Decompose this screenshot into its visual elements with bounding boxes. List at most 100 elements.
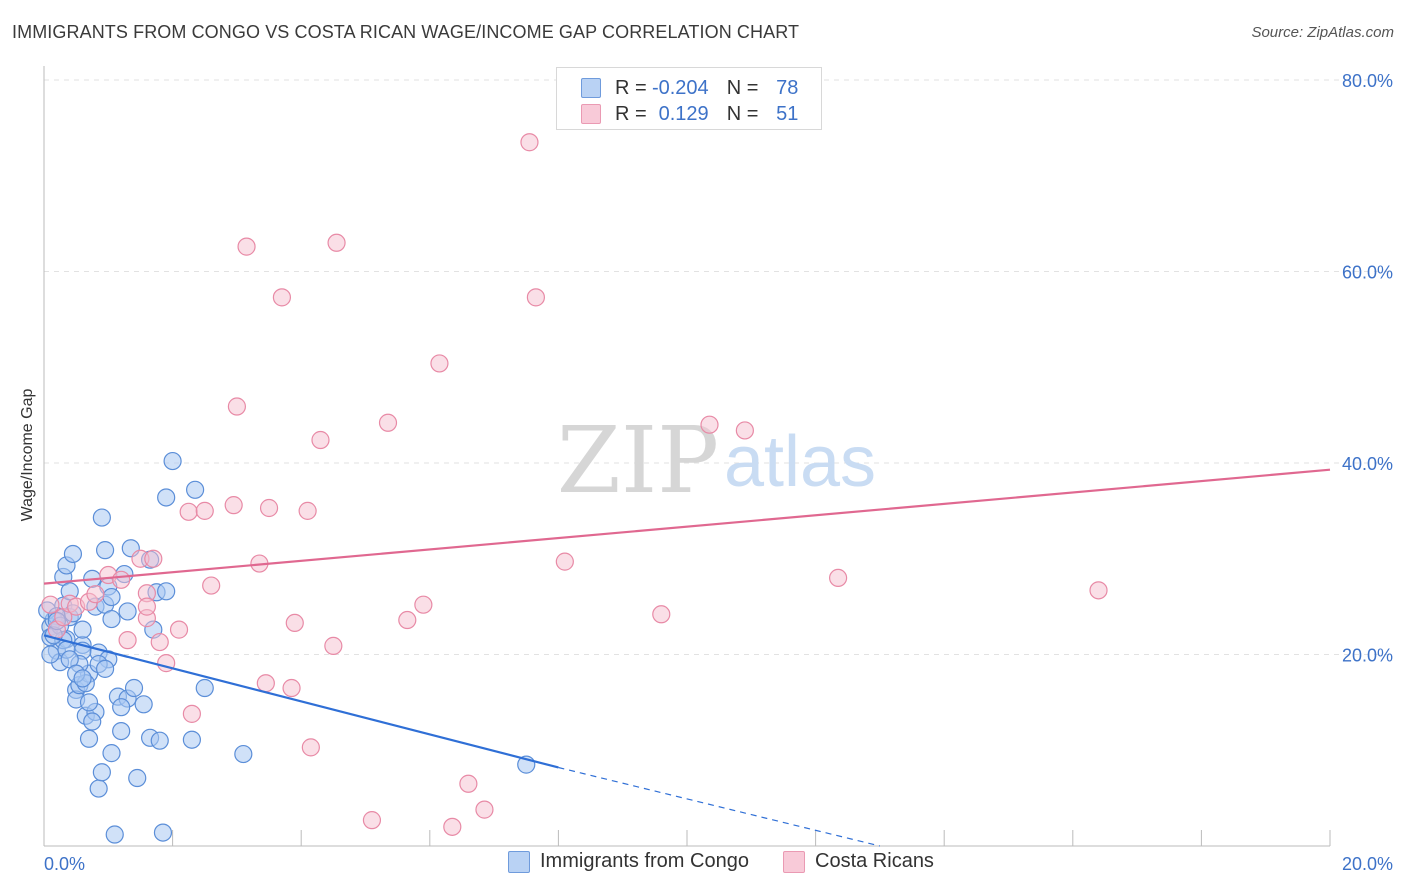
trend-line-congo-extrapolated (558, 766, 881, 847)
y-tick-label: 20.0% (1342, 646, 1393, 666)
data-point-costa-rica (311, 430, 330, 450)
data-point-costa-rica (324, 636, 343, 655)
data-point-congo (153, 823, 173, 842)
axes (43, 66, 1331, 847)
legend-row-costa-rica: R = 0.129 N = 51 (581, 101, 798, 127)
x-tick-label: 20.0% (1342, 854, 1393, 874)
legend-n-value: 51 (776, 102, 799, 125)
data-point-costa-rica (259, 498, 279, 518)
watermark: ZIP atlas (557, 407, 876, 514)
data-point-congo (83, 712, 102, 731)
data-point-costa-rica (555, 552, 574, 571)
data-point-congo (73, 669, 92, 688)
y-tick-label: 40.0% (1342, 454, 1393, 474)
trend-line-costa-rica (43, 468, 1331, 585)
data-point-congo (112, 698, 131, 717)
data-point-costa-rica (829, 568, 848, 588)
y-tick-label: 80.0% (1342, 71, 1393, 91)
data-point-congo (73, 620, 92, 639)
legend-swatch-costa-rica (783, 850, 805, 873)
data-point-costa-rica (144, 549, 163, 568)
tick-labels: 20.0% 40.0% 60.0% 80.0% 0.0% 20.0% (44, 71, 1393, 874)
data-point-congo (124, 678, 144, 698)
data-point-costa-rica (282, 678, 301, 698)
data-point-costa-rica (378, 413, 398, 432)
legend-label-congo: Immigrants from Congo (540, 850, 749, 872)
data-point-costa-rica (735, 421, 754, 440)
gridlines (44, 79, 1392, 655)
data-point-costa-rica (227, 397, 246, 416)
data-point-costa-rica (256, 674, 275, 693)
legend-r-label: R = (615, 102, 647, 125)
data-point-costa-rica (398, 610, 417, 630)
data-point-congo (95, 659, 115, 678)
data-point-congo (79, 693, 99, 712)
data-point-congo (112, 721, 131, 741)
series-costa-rica-points (41, 133, 1108, 836)
data-point-congo (41, 645, 60, 664)
data-point-costa-rica (475, 800, 494, 819)
data-point-congo (234, 744, 253, 764)
data-point-costa-rica (182, 704, 201, 723)
data-point-costa-rica (430, 354, 449, 373)
data-point-congo (105, 825, 124, 844)
data-point-costa-rica (169, 620, 189, 639)
data-point-congo (95, 541, 115, 560)
data-point-congo (150, 731, 169, 750)
data-point-costa-rica (301, 738, 320, 757)
data-point-costa-rica (362, 811, 382, 830)
chart-title: IMMIGRANTS FROM CONGO VS COSTA RICAN WAG… (12, 22, 800, 42)
data-point-costa-rica (224, 496, 243, 515)
legend-n-value: 78 (776, 76, 799, 99)
data-point-congo (92, 763, 111, 782)
data-point-congo (195, 678, 214, 698)
data-point-congo (89, 779, 108, 798)
data-point-congo (102, 587, 121, 607)
data-point-congo (63, 544, 83, 564)
data-point-congo (157, 488, 176, 507)
data-point-costa-rica (179, 502, 198, 521)
x-tick-label: 0.0% (44, 854, 85, 874)
data-point-costa-rica (86, 585, 105, 604)
data-point-costa-rica (237, 237, 256, 256)
legend-item-congo[interactable]: Immigrants from Congo (508, 850, 749, 873)
trend-lines (43, 468, 1331, 847)
data-point-costa-rica (272, 288, 292, 307)
data-point-congo (102, 609, 121, 629)
data-point-congo (118, 602, 137, 621)
data-point-costa-rica (414, 595, 433, 614)
series-congo-points (38, 451, 536, 844)
data-point-congo (128, 768, 147, 788)
data-point-costa-rica (327, 233, 346, 252)
data-point-congo (102, 744, 121, 763)
legend-item-costa-rica[interactable]: Costa Ricans (783, 850, 934, 873)
data-point-costa-rica (41, 595, 60, 614)
data-point-congo (79, 729, 99, 748)
legend-swatch-costa-rica (581, 104, 601, 124)
data-point-congo (157, 582, 176, 601)
legend-r-value: -0.204 (651, 76, 709, 99)
data-point-congo (163, 451, 182, 471)
legend-n-label: N = (726, 76, 759, 99)
data-point-costa-rica (112, 570, 131, 589)
data-point-costa-rica (520, 133, 539, 152)
data-point-costa-rica (150, 632, 169, 652)
data-point-costa-rica (700, 415, 719, 434)
data-point-costa-rica (137, 597, 156, 616)
legend-n-label: N = (726, 102, 759, 125)
data-point-costa-rica (285, 613, 304, 633)
data-point-costa-rica (459, 774, 478, 793)
data-point-congo (134, 695, 153, 714)
legend-swatch-congo (508, 850, 530, 873)
data-point-congo (92, 508, 111, 527)
data-point-costa-rica (118, 631, 137, 650)
legend-swatch-congo (581, 78, 601, 98)
legend-row-congo: R = -0.204 N = 78 (581, 75, 798, 101)
data-point-costa-rica (652, 605, 671, 624)
trend-line-congo (43, 634, 559, 769)
legend-label-costa-rica: Costa Ricans (815, 850, 934, 872)
data-point-costa-rica (202, 576, 221, 595)
correlation-legend: R = -0.204 N = 78 R = 0.129 N = 51 (556, 67, 822, 130)
legend-r-value: 0.129 (658, 102, 709, 125)
